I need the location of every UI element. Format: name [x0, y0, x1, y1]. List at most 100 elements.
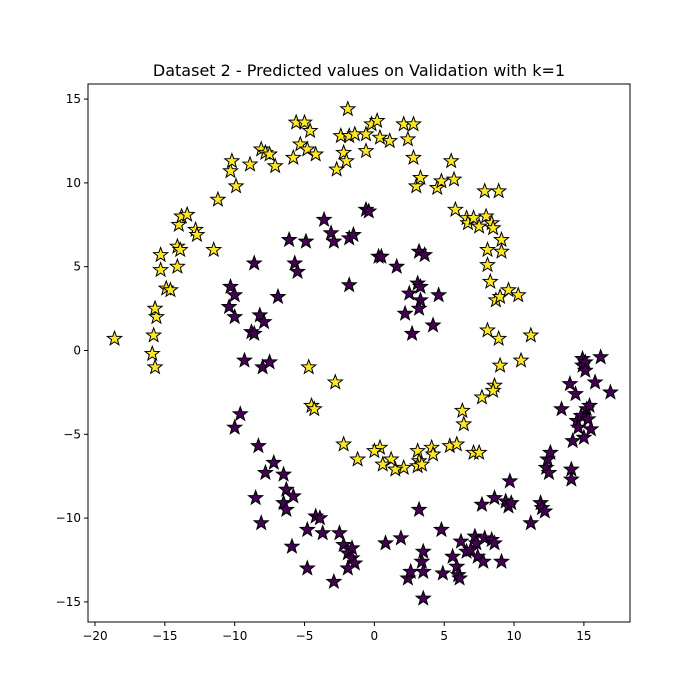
data-point-class-0: [275, 494, 293, 511]
data-point-class-1: [470, 443, 488, 460]
data-point-class-1: [146, 358, 164, 375]
data-point-class-0: [448, 557, 466, 574]
data-point-class-0: [579, 410, 597, 427]
data-point-class-1: [382, 450, 400, 467]
data-point-class-1: [386, 460, 404, 477]
data-point-class-1: [512, 351, 530, 368]
data-point-class-1: [298, 140, 316, 157]
data-point-class-0: [403, 324, 421, 341]
data-point-class-1: [178, 205, 196, 222]
data-point-class-0: [231, 405, 249, 422]
data-point-class-0: [564, 432, 582, 449]
data-point-class-1: [411, 168, 429, 186]
data-point-class-1: [445, 170, 463, 187]
data-point-class-0: [416, 245, 434, 263]
data-point-class-0: [502, 494, 520, 511]
data-point-class-1: [509, 286, 527, 303]
data-point-class-1: [477, 207, 495, 224]
data-point-class-0: [576, 361, 594, 378]
data-point-class-0: [492, 552, 511, 569]
data-point-class-0: [580, 396, 599, 414]
data-point-class-0: [400, 284, 418, 301]
data-point-class-0: [411, 277, 429, 295]
data-point-class-1: [339, 100, 357, 117]
plot-frame: [87, 83, 631, 623]
y-tick-label: 0: [73, 343, 81, 357]
data-point-class-1: [221, 162, 240, 179]
data-point-class-1: [490, 182, 508, 199]
data-point-class-0: [255, 313, 273, 330]
y-axis: −15 −10 −5 0 5 10 15: [56, 92, 88, 609]
data-point-class-0: [411, 291, 429, 308]
data-point-class-1: [161, 281, 179, 298]
x-tick-label: 5: [440, 629, 448, 643]
data-point-class-0: [249, 437, 267, 454]
data-point-class-0: [540, 463, 558, 481]
data-point-class-0: [265, 453, 283, 471]
data-point-class-0: [392, 529, 410, 546]
data-point-class-1: [188, 225, 206, 243]
data-point-class-0: [245, 254, 263, 271]
data-point-class-0: [414, 589, 432, 606]
x-tick-label: −20: [82, 629, 107, 643]
data-point-class-1: [492, 242, 511, 259]
data-point-class-0: [245, 324, 263, 341]
data-point-class-0: [311, 509, 329, 526]
x-tick-label: 15: [576, 629, 591, 643]
data-point-class-0: [536, 502, 554, 519]
data-point-class-1: [337, 152, 355, 169]
data-point-class-1: [371, 128, 389, 145]
data-point-class-0: [252, 514, 270, 531]
data-point-class-1: [476, 182, 494, 199]
x-tick-label: −5: [296, 629, 314, 643]
data-point-class-1: [413, 455, 431, 472]
data-point-class-0: [340, 276, 358, 293]
data-point-class-0: [388, 257, 406, 274]
data-point-class-1: [490, 329, 508, 347]
data-point-class-0: [226, 308, 244, 325]
data-point-class-1: [266, 157, 284, 174]
data-point-class-0: [561, 375, 579, 392]
data-point-class-1: [365, 442, 383, 459]
data-point-class-0: [432, 520, 450, 538]
data-point-class-0: [372, 247, 390, 264]
data-point-class-0: [325, 572, 343, 590]
data-points: [106, 100, 619, 606]
data-point-class-1: [522, 326, 540, 343]
data-point-class-0: [474, 552, 492, 569]
data-point-class-0: [444, 547, 462, 564]
data-point-class-0: [298, 520, 316, 538]
y-tick-label: −10: [56, 511, 81, 525]
data-point-class-1: [300, 358, 318, 375]
data-point-class-0: [601, 383, 619, 400]
data-point-class-0: [277, 480, 295, 497]
data-point-class-0: [562, 470, 580, 487]
y-tick-label: 15: [66, 92, 81, 106]
data-point-class-1: [261, 145, 279, 162]
data-point-class-0: [314, 524, 332, 541]
data-point-class-0: [410, 299, 428, 316]
data-point-class-0: [298, 559, 316, 576]
data-point-class-0: [284, 487, 302, 504]
data-point-class-0: [434, 564, 452, 581]
data-point-class-0: [582, 420, 600, 437]
data-point-class-1: [305, 400, 323, 417]
data-point-class-1: [326, 373, 344, 390]
data-point-class-1: [399, 130, 417, 147]
data-point-class-1: [301, 121, 319, 139]
data-point-class-1: [296, 113, 314, 130]
data-point-class-1: [227, 177, 245, 194]
data-point-class-0: [289, 262, 307, 279]
data-point-class-0: [424, 316, 442, 333]
data-point-class-0: [283, 537, 301, 554]
data-point-class-1: [335, 143, 353, 160]
data-point-class-0: [280, 230, 298, 248]
data-point-class-1: [106, 329, 124, 347]
data-point-class-1: [143, 344, 161, 362]
data-point-class-1: [209, 190, 227, 207]
data-point-class-1: [424, 445, 442, 462]
data-point-class-1: [404, 148, 422, 165]
data-point-class-0: [286, 254, 304, 271]
x-axis: −20 −15 −10 −5 0 5 10 15: [82, 622, 592, 643]
data-point-class-1: [404, 115, 422, 132]
